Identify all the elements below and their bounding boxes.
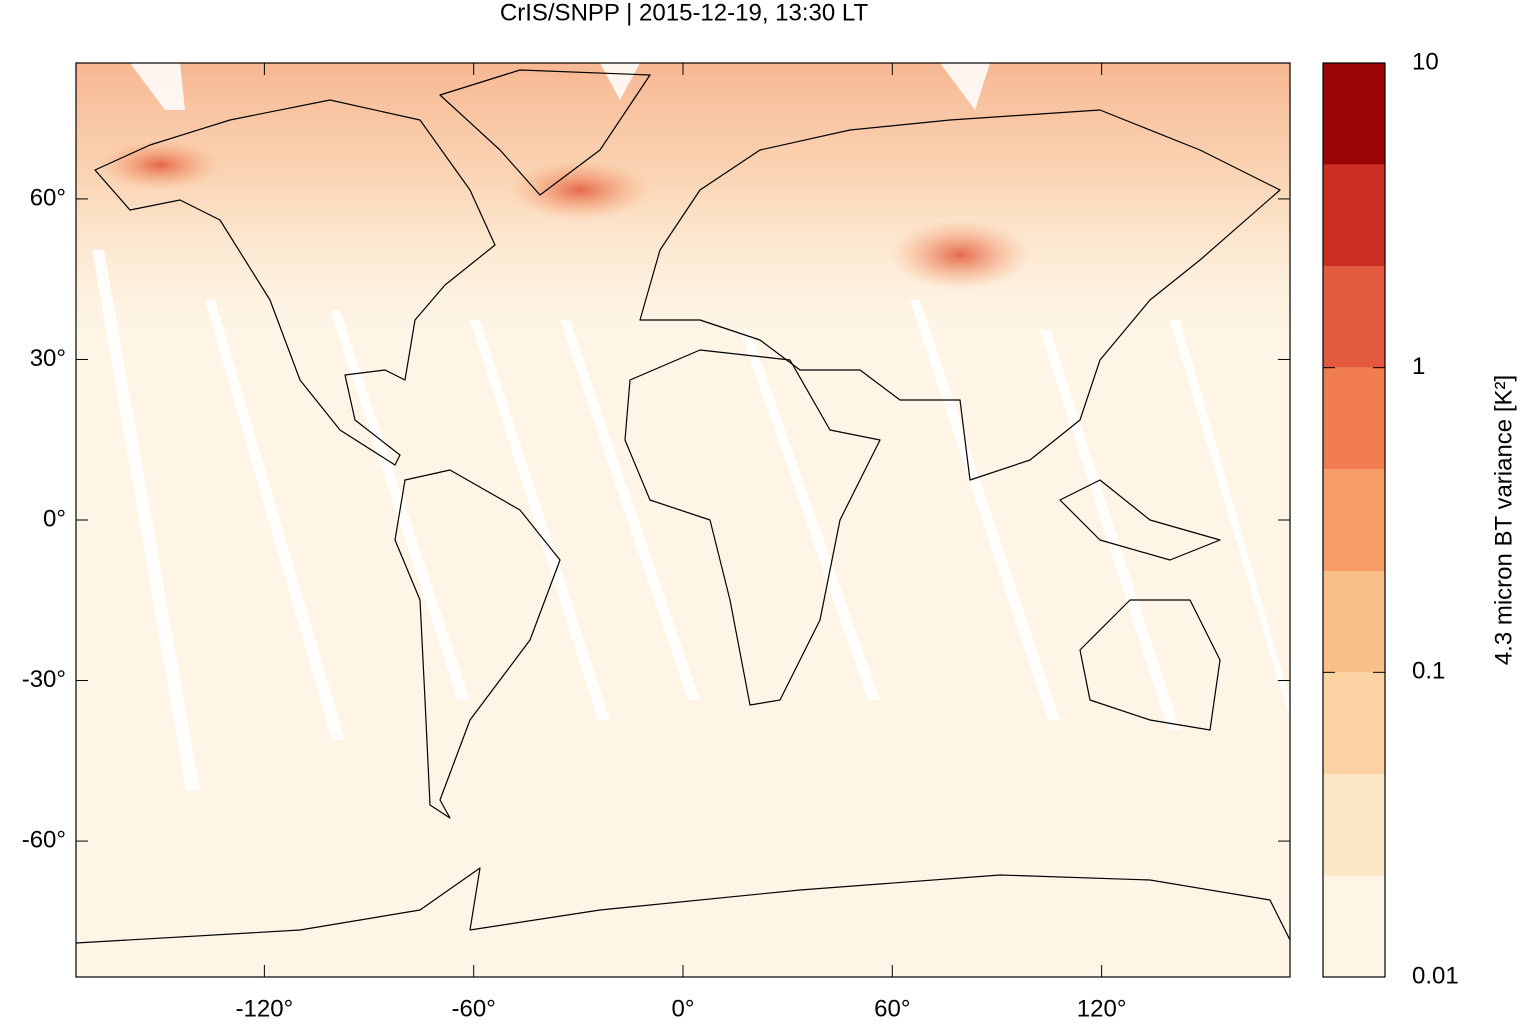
- colorbar-band: [1323, 773, 1385, 876]
- colorbar-band: [1323, 672, 1385, 774]
- colorbar-band: [1323, 164, 1385, 267]
- colorbar-band: [1323, 875, 1385, 977]
- orbit-gaps: [92, 63, 1290, 790]
- colorbar-band: [1323, 469, 1385, 572]
- colorbar-band: [1323, 367, 1385, 470]
- colorbar-band: [1323, 266, 1385, 368]
- x-tick-label: 120°: [1077, 995, 1127, 1020]
- colorbar-band: [1323, 571, 1385, 673]
- y-tick-label: 30°: [30, 345, 66, 372]
- colorbar-frame: [1322, 62, 1386, 978]
- y-tick-label: 0°: [43, 505, 66, 532]
- variance-hotspot: [510, 160, 650, 220]
- x-tick-label: 0°: [672, 995, 695, 1020]
- colorbar-tick-label: 10: [1412, 48, 1439, 75]
- colorbar-tick-label: 0.1: [1412, 658, 1445, 685]
- colorbar-label: 4.3 micron BT variance [K²]: [1490, 375, 1517, 665]
- x-tick-label: 60°: [874, 995, 910, 1020]
- colorbar-tick-label: 1: [1412, 353, 1425, 380]
- chart-title: CrIS/SNPP | 2015-12-19, 13:30 LT: [500, 0, 869, 26]
- map-area: [76, 63, 1290, 977]
- y-tick-label: 60°: [30, 184, 66, 211]
- y-tick-label: -60°: [22, 826, 66, 853]
- colorbar-band: [1323, 63, 1385, 165]
- y-tick-label: -30°: [22, 666, 66, 693]
- x-tick-label: -120°: [236, 995, 294, 1020]
- high-latitude-variance: [76, 63, 1290, 333]
- variance-hotspot: [100, 140, 220, 190]
- x-tick-label: -60°: [452, 995, 496, 1020]
- colorbar-tick-label: 0.01: [1412, 962, 1459, 989]
- variance-hotspot: [890, 220, 1030, 290]
- coastlines: [76, 69, 1290, 944]
